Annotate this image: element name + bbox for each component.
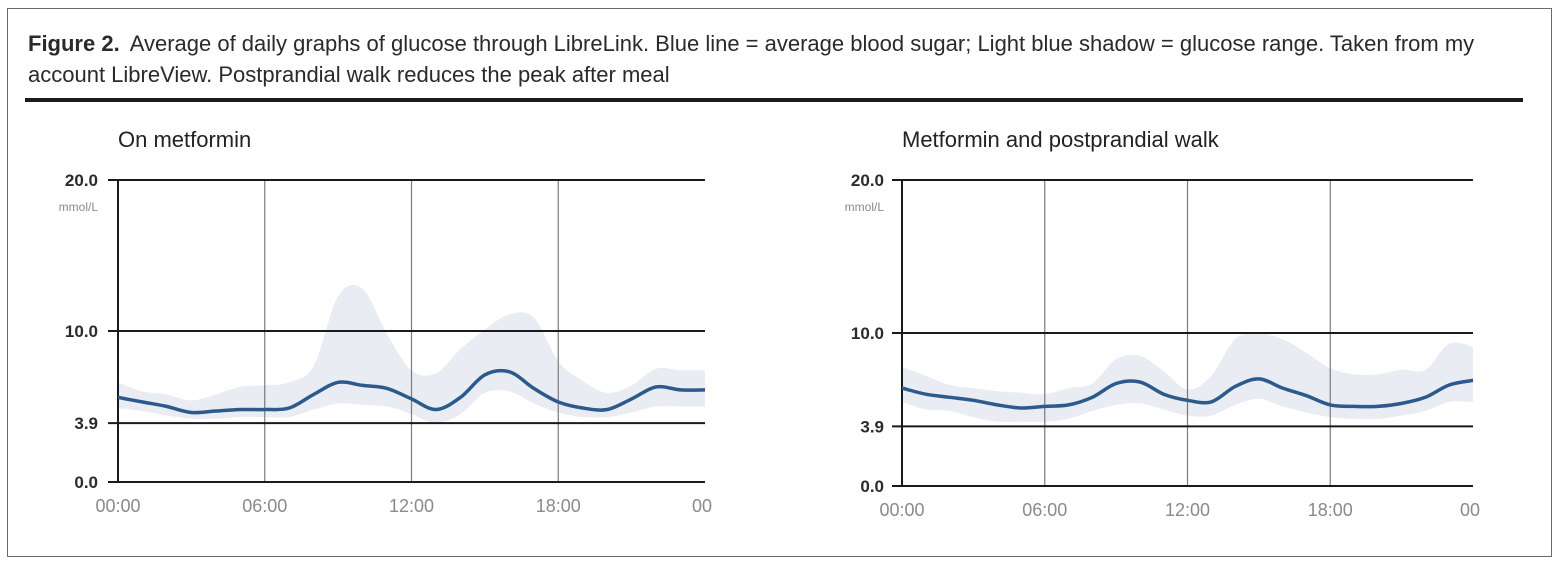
x-tick-label: 06:00 (242, 496, 287, 516)
y-tick-label: 10.0 (851, 324, 884, 343)
y-tick-label: 10.0 (65, 322, 98, 341)
caption-rule (25, 98, 1523, 102)
average-glucose-line (902, 377, 1473, 410)
y-axis-unit: mmol/L (59, 200, 99, 214)
x-tick-label: 00:00 (95, 496, 140, 516)
y-tick-label: 3.9 (860, 417, 884, 436)
x-tick-label: 00 (1460, 500, 1480, 520)
figure-caption-text: Average of daily graphs of glucose throu… (28, 31, 1475, 87)
x-tick-label: 00 (692, 496, 712, 516)
y-tick-label: 0.0 (860, 477, 884, 496)
figure-label: Figure 2. (28, 31, 120, 56)
figure-caption: Figure 2. Average of daily graphs of gluc… (28, 28, 1528, 90)
y-tick-label: 20.0 (65, 171, 98, 190)
x-tick-label: 06:00 (1022, 500, 1067, 520)
chart-title: Metformin and postprandial walk (902, 127, 1220, 152)
y-axis-unit: mmol/L (845, 200, 885, 214)
x-tick-label: 12:00 (1165, 500, 1210, 520)
x-tick-label: 18:00 (1308, 500, 1353, 520)
chart-on-metformin: On metformin 0.0 3.9 10.0 20.0 mmol/L 00:00 06:… (59, 127, 712, 516)
x-tick-label: 12:00 (389, 496, 434, 516)
y-tick-label: 3.9 (74, 414, 98, 433)
x-tick-label: 00:00 (879, 500, 924, 520)
figure-frame (7, 8, 1552, 557)
y-tick-label: 0.0 (74, 473, 98, 492)
average-glucose-line (118, 368, 705, 415)
y-tick-label: 20.0 (851, 171, 884, 190)
chart-title: On metformin (118, 127, 251, 152)
x-tick-label: 18:00 (536, 496, 581, 516)
